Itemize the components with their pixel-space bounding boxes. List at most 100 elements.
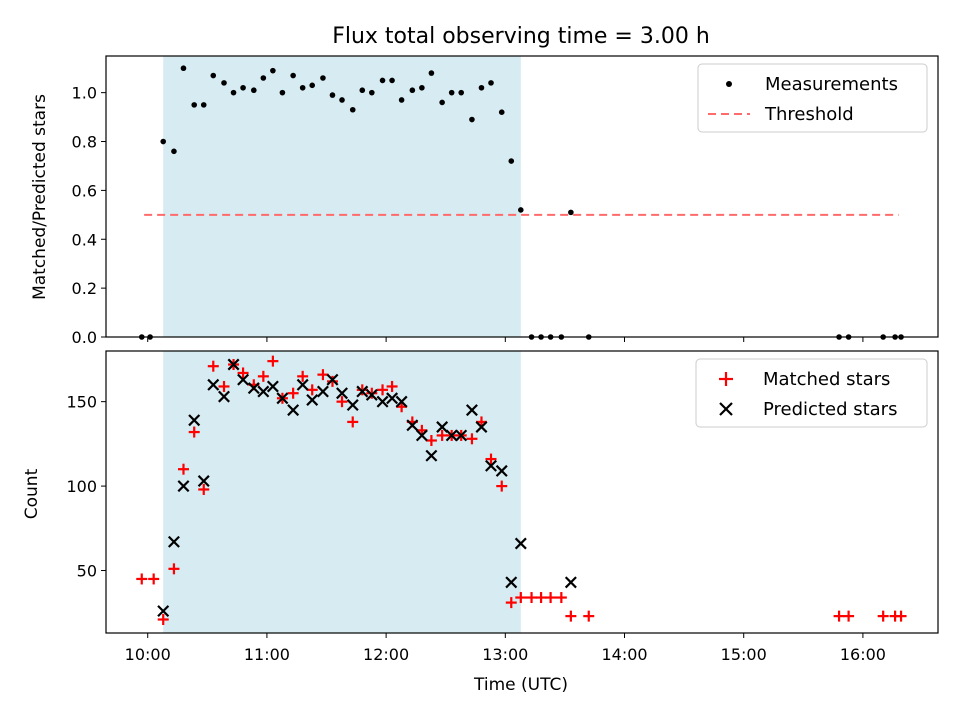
bottom-legend-box	[695, 358, 928, 428]
legend-marker-measurements	[726, 81, 732, 87]
matched-star-point	[555, 592, 567, 604]
top-y-axis-label: Matched/Predicted stars	[30, 94, 50, 300]
measurement-point	[369, 89, 375, 96]
matched-star-point	[877, 610, 889, 622]
matched-star-point	[198, 483, 210, 495]
top-y-tick-label: 0.2	[72, 279, 97, 298]
matched-star-point	[535, 592, 547, 604]
x-tick-label: 15:00	[721, 645, 767, 664]
bottom-y-tick-label: 150	[66, 393, 97, 412]
predicted-star-point	[257, 385, 270, 398]
legend-label-threshold: Threshold	[764, 104, 854, 125]
top-panel: 0.0 0.2 0.4 0.6 0.8 1.0 Matched/Predicted sta…	[30, 55, 939, 347]
measurement-point	[230, 89, 237, 96]
matched-star-point	[565, 610, 577, 622]
bottom-y-tick-label: 50	[77, 562, 97, 581]
predicted-star-point	[188, 414, 201, 427]
matched-star-point	[177, 463, 189, 475]
predicted-star-point	[276, 392, 289, 405]
top-y-tick-label: 1.0	[72, 84, 97, 103]
measurement-point	[409, 87, 416, 94]
matched-star-point	[336, 396, 348, 408]
measurement-point	[180, 65, 187, 72]
matched-star-point	[306, 384, 318, 396]
matched-star-point	[485, 453, 497, 465]
matched-star-point	[366, 387, 378, 399]
measurement-point	[171, 148, 177, 155]
measurement-point	[329, 92, 336, 98]
predicted-star-point	[395, 395, 408, 408]
measurement-point	[389, 77, 395, 84]
predicted-star-point	[316, 385, 329, 398]
matched-star-point	[515, 592, 527, 604]
predicted-star-point	[425, 449, 438, 462]
predicted-star-point	[465, 404, 478, 417]
x-axis-label: Time (UTC)	[473, 675, 568, 695]
matched-star-point	[218, 380, 230, 392]
matched-star-point	[583, 610, 595, 622]
x-tick-label: 12:00	[363, 645, 409, 664]
predicted-star-point	[197, 475, 210, 488]
predicted-star-point	[455, 429, 468, 442]
x-tick-label: 10:00	[125, 645, 171, 664]
matched-star-point	[436, 429, 448, 441]
measurement-point	[260, 75, 267, 81]
predicted-star-point	[406, 419, 419, 432]
matched-star-point	[466, 433, 478, 445]
top-shaded-interval	[163, 56, 521, 337]
measurement-point	[160, 138, 167, 145]
matched-star-point	[425, 434, 437, 446]
matched-star-point	[386, 380, 398, 392]
measurement-point	[508, 158, 515, 164]
predicted-star-point	[346, 399, 359, 412]
predicted-star-point	[485, 459, 497, 472]
legend-label-matched: Matched stars	[763, 369, 890, 390]
measurement-point	[339, 97, 345, 103]
bottom-axes-frame	[105, 350, 939, 634]
measurement-point	[428, 70, 435, 76]
predicted-star-point	[356, 385, 369, 398]
matched-star-point	[377, 384, 389, 396]
matched-star-point	[895, 610, 907, 622]
matched-star-point	[496, 480, 508, 492]
measurement-point	[279, 89, 286, 96]
matched-star-point	[545, 592, 557, 604]
matched-star-point	[157, 613, 169, 625]
measurement-point	[299, 84, 306, 91]
measurement-point	[270, 67, 276, 74]
measurement-point	[191, 102, 198, 108]
chart-title: Flux total observing time = 3.00 h	[332, 24, 710, 49]
predicted-star-point	[376, 395, 389, 408]
top-y-tick-label: 0.4	[72, 230, 97, 249]
matched-star-point	[356, 384, 368, 396]
matched-star-point	[188, 426, 200, 438]
measurement-point	[419, 84, 425, 91]
measurement-point	[210, 72, 217, 79]
bottom-legend: Matched stars Predicted stars	[695, 358, 928, 428]
x-tick-label: 13:00	[482, 645, 528, 664]
top-y-tick-label: 0.6	[72, 181, 97, 200]
legend-label-predicted: Predicted stars	[763, 399, 897, 420]
measurement-point	[498, 109, 505, 115]
matched-star-point	[833, 610, 845, 622]
predicted-star-point	[296, 378, 309, 391]
measurement-point	[251, 87, 257, 94]
predicted-star-point	[564, 576, 577, 589]
measurement-point	[568, 209, 574, 216]
predicted-star-point	[237, 373, 250, 386]
predicted-star-point	[415, 429, 428, 442]
measurement-point	[478, 84, 485, 91]
predicted-star-point	[287, 404, 300, 417]
matched-star-point	[207, 360, 219, 372]
matched-star-point	[267, 355, 279, 367]
predicted-star-point	[306, 393, 319, 406]
predicted-star-point	[157, 605, 170, 618]
measurement-point	[240, 84, 246, 91]
measurement-point	[379, 77, 386, 84]
measurement-point	[398, 97, 405, 103]
measurement-point	[439, 99, 445, 106]
top-axes-frame	[105, 55, 939, 338]
measurement-point	[518, 207, 524, 213]
matched-star-point	[237, 367, 249, 379]
